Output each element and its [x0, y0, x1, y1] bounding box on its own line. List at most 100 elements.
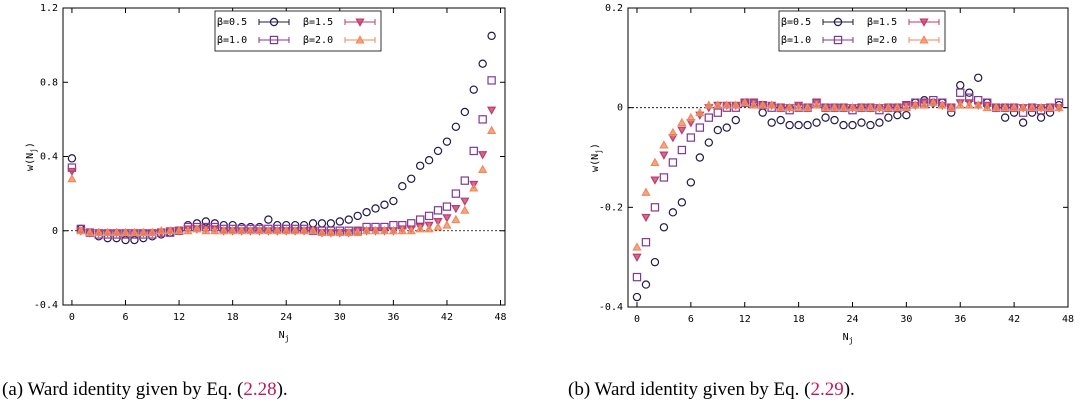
- point: [695, 153, 705, 162]
- point: [424, 211, 434, 221]
- point: [1036, 102, 1046, 112]
- caption-prefix: (a) Ward identity given by Eq. (: [2, 379, 243, 400]
- y-axis-label-text: w(N: [590, 154, 601, 172]
- point: [884, 113, 893, 122]
- legend-label: β=2.0: [867, 35, 897, 46]
- x-tick-label: 0: [69, 312, 75, 323]
- point: [442, 214, 452, 223]
- point: [326, 227, 336, 237]
- point: [335, 217, 345, 226]
- point: [776, 102, 786, 112]
- point: [956, 81, 965, 90]
- point: [67, 167, 77, 177]
- point: [785, 102, 795, 112]
- point: [228, 225, 238, 235]
- y-tick-label: 1.2: [40, 3, 58, 14]
- point: [415, 161, 425, 170]
- point: [308, 225, 318, 235]
- point: [883, 102, 894, 112]
- legend-label: β=1.0: [217, 35, 247, 46]
- y-tick-label: 0: [617, 103, 623, 114]
- point: [361, 225, 372, 235]
- point: [731, 100, 741, 109]
- point: [974, 73, 983, 82]
- point: [1045, 102, 1055, 112]
- point: [236, 225, 247, 235]
- point: [433, 206, 443, 215]
- point: [183, 225, 193, 235]
- x-axis-label-text: N: [843, 332, 849, 343]
- point: [147, 227, 157, 237]
- point: [433, 146, 443, 156]
- point: [964, 100, 974, 109]
- legend-swatch: [269, 35, 279, 45]
- legend-swatch: [355, 35, 365, 44]
- legend-swatch: [919, 35, 929, 44]
- point: [749, 100, 759, 109]
- point: [910, 100, 920, 109]
- point: [487, 31, 496, 41]
- point: [767, 118, 776, 127]
- point: [982, 102, 992, 112]
- point: [156, 225, 166, 235]
- legend-swatch: [269, 17, 279, 27]
- x-axis-label: Nj: [843, 332, 854, 345]
- point: [713, 125, 722, 135]
- point: [344, 215, 353, 224]
- point: [892, 102, 903, 112]
- point: [469, 146, 478, 156]
- point: [848, 120, 857, 130]
- point: [478, 151, 488, 160]
- point: [874, 102, 885, 112]
- point: [686, 133, 696, 142]
- x-tick-label: 24: [280, 312, 292, 323]
- point: [281, 225, 291, 235]
- point: [713, 108, 722, 117]
- x-tick-label: 36: [387, 312, 399, 323]
- point: [758, 108, 767, 117]
- legend-label: β=0.5: [217, 17, 247, 28]
- point: [326, 219, 336, 228]
- point: [632, 272, 642, 282]
- point: [1018, 102, 1028, 112]
- point: [811, 100, 822, 109]
- y-axis-label: w(Nj): [590, 143, 603, 172]
- caption-prefix: (b) Ward identity given by Eq. (: [568, 379, 810, 400]
- point: [856, 102, 867, 112]
- point: [85, 227, 95, 237]
- point: [820, 102, 831, 112]
- point: [94, 227, 104, 237]
- point: [901, 102, 911, 112]
- point: [469, 85, 478, 94]
- point: [704, 138, 714, 147]
- point: [695, 123, 705, 132]
- point: [767, 100, 777, 109]
- point: [1000, 113, 1010, 122]
- point: [201, 225, 211, 235]
- point: [370, 225, 381, 235]
- point: [103, 227, 113, 237]
- legend-label: β=1.0: [781, 35, 811, 46]
- point: [668, 208, 678, 217]
- y-tick-label: 0: [52, 226, 58, 237]
- x-tick-label: 18: [793, 314, 805, 325]
- x-tick-label: 6: [122, 312, 128, 323]
- point: [830, 115, 839, 125]
- y-axis-label-end: ): [25, 142, 36, 148]
- point: [388, 225, 399, 235]
- plot-frame: [627, 7, 1069, 308]
- point: [928, 97, 938, 107]
- point: [460, 107, 470, 117]
- point: [397, 225, 407, 235]
- point: [866, 120, 875, 130]
- caption-ref: 2.28: [243, 379, 276, 400]
- point: [389, 196, 398, 206]
- x-tick-label: 12: [739, 314, 751, 325]
- x-axis-label-text: N: [279, 330, 285, 341]
- x-tick-label: 48: [495, 312, 507, 323]
- point: [650, 157, 660, 166]
- point: [245, 225, 256, 235]
- point: [686, 178, 696, 187]
- legend-box: [214, 10, 382, 52]
- point: [794, 120, 803, 130]
